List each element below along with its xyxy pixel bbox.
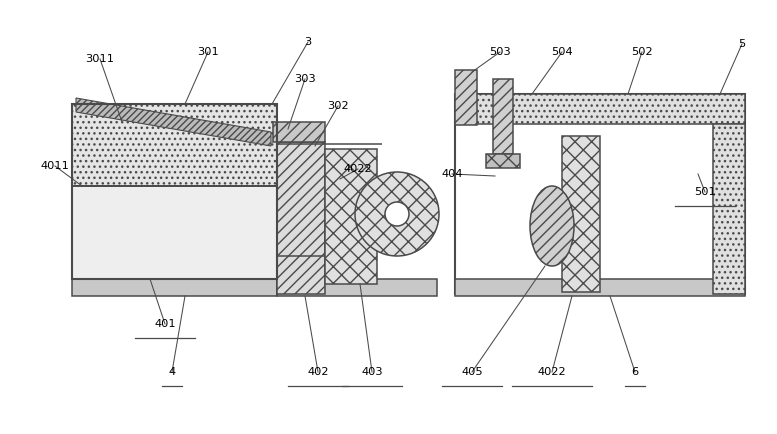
Bar (277, 142, 325, 294)
Bar (72, 104, 277, 279)
Text: 4011: 4011 (40, 161, 69, 171)
Bar (72, 279, 277, 296)
Text: 5: 5 (738, 39, 746, 49)
Bar (562, 136, 600, 292)
Text: 302: 302 (327, 101, 349, 111)
Text: 4: 4 (169, 367, 176, 377)
Text: 403: 403 (361, 367, 383, 377)
Bar (455, 70, 477, 125)
Text: 503: 503 (490, 47, 510, 57)
Text: 401: 401 (154, 319, 176, 329)
Bar (486, 154, 520, 168)
Bar (325, 149, 377, 284)
Polygon shape (76, 98, 271, 146)
Circle shape (355, 172, 439, 256)
Bar (713, 124, 745, 294)
Text: 405: 405 (462, 367, 483, 377)
Bar (455, 279, 745, 296)
Bar (277, 279, 437, 296)
Text: 6: 6 (632, 367, 639, 377)
Text: 501: 501 (694, 187, 716, 197)
Text: 404: 404 (441, 169, 463, 179)
Text: 301: 301 (197, 47, 219, 57)
Circle shape (385, 202, 409, 226)
Bar (455, 94, 745, 124)
Text: 303: 303 (294, 74, 316, 84)
Text: 4022: 4022 (538, 367, 566, 377)
Text: 3: 3 (305, 37, 312, 47)
Text: 502: 502 (631, 47, 653, 57)
Bar (493, 79, 513, 154)
Bar (72, 104, 277, 186)
Bar (273, 122, 325, 142)
Text: 3011: 3011 (85, 54, 114, 64)
Bar (455, 94, 745, 294)
Text: 504: 504 (551, 47, 573, 57)
Text: 4022: 4022 (343, 164, 372, 174)
Ellipse shape (530, 186, 574, 266)
Bar (72, 186, 277, 279)
Text: 402: 402 (307, 367, 329, 377)
